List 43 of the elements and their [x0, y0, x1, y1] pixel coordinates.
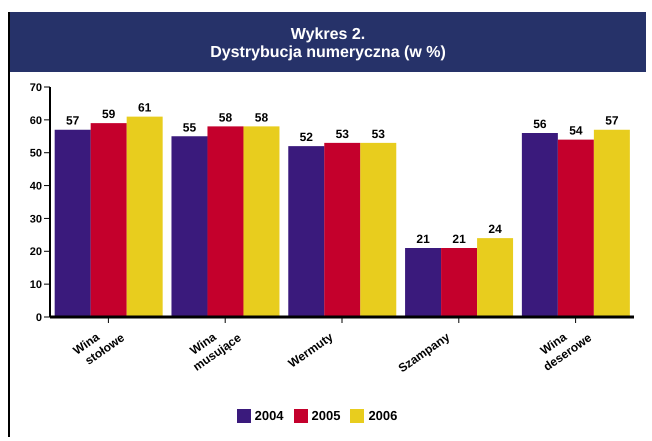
y-tick-label: 40 [30, 180, 42, 192]
bar [441, 248, 478, 317]
data-label: 21 [452, 232, 466, 246]
data-label: 52 [300, 130, 314, 144]
bar [477, 238, 514, 317]
data-label: 55 [182, 120, 196, 134]
data-label: 24 [488, 222, 502, 236]
data-label: 58 [218, 110, 232, 124]
bar [594, 130, 630, 317]
y-tick-label: 60 [30, 114, 42, 127]
bar [90, 123, 127, 317]
legend-label: 2004 [254, 408, 284, 423]
data-label: 57 [66, 114, 80, 128]
y-tick-label: 50 [30, 148, 42, 160]
bar [360, 142, 396, 317]
bar [54, 130, 91, 317]
legend-label: 2006 [368, 408, 398, 423]
bar [126, 116, 163, 317]
bar [558, 140, 594, 317]
data-label: 21 [416, 232, 430, 246]
y-tick-label: 0 [36, 312, 42, 324]
y-tick-label: 10 [30, 279, 42, 292]
chart-subtitle: Dystrybucja numeryczna (w %) [209, 44, 447, 62]
y-tick-label: 20 [30, 246, 42, 258]
bar [405, 248, 442, 317]
data-label: 53 [372, 126, 386, 141]
bar [324, 142, 360, 317]
y-tick-label: 70 [30, 82, 42, 94]
y-tick-label: 30 [30, 213, 42, 226]
bar [207, 126, 244, 317]
bar [243, 126, 280, 317]
data-label: 56 [533, 117, 547, 131]
data-label: 54 [569, 124, 583, 138]
bar [171, 136, 208, 317]
chart-title: Wykres 2. [290, 26, 366, 44]
data-label: 53 [336, 126, 350, 141]
data-label: 61 [138, 100, 152, 115]
legend-label: 2005 [312, 408, 340, 423]
bar [522, 133, 558, 317]
data-label: 57 [605, 114, 619, 128]
data-label: 59 [102, 107, 116, 122]
bar [288, 146, 324, 317]
data-label: 58 [254, 110, 268, 124]
